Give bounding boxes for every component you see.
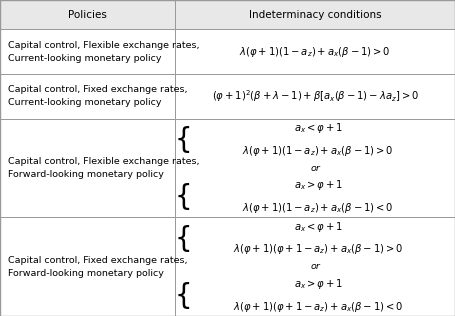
Text: $a_x>\varphi+1$: $a_x>\varphi+1$ bbox=[293, 178, 343, 192]
Text: $\lambda(\varphi+1)(1-a_z)+a_x(\beta-1)>0$: $\lambda(\varphi+1)(1-a_z)+a_x(\beta-1)>… bbox=[243, 144, 394, 158]
Text: $\lambda(\varphi+1)(1-a_z)+a_x(\beta-1)<0$: $\lambda(\varphi+1)(1-a_z)+a_x(\beta-1)<… bbox=[243, 201, 394, 215]
Bar bbox=[175, 74, 455, 119]
Text: Capital control, Flexible exchange rates,: Capital control, Flexible exchange rates… bbox=[8, 41, 199, 50]
Bar bbox=[175, 29, 455, 74]
Text: $a_x>\varphi+1$: $a_x>\varphi+1$ bbox=[293, 277, 343, 291]
Text: Policies: Policies bbox=[68, 10, 107, 20]
Text: Capital control, Fixed exchange rates,: Capital control, Fixed exchange rates, bbox=[8, 85, 187, 94]
Text: $a_x<\varphi+1$: $a_x<\varphi+1$ bbox=[293, 121, 343, 135]
Bar bbox=[0, 74, 175, 119]
Text: $\{$: $\{$ bbox=[174, 280, 190, 311]
Bar bbox=[0, 119, 175, 217]
Bar bbox=[0, 217, 175, 316]
Text: or: or bbox=[310, 262, 320, 271]
Text: Forward-looking monetary policy: Forward-looking monetary policy bbox=[8, 269, 164, 278]
Text: Forward-looking monetary policy: Forward-looking monetary policy bbox=[8, 170, 164, 179]
Text: or: or bbox=[310, 163, 320, 173]
Bar bbox=[0, 0, 175, 29]
Text: $\{$: $\{$ bbox=[174, 124, 190, 155]
Text: Indeterminacy conditions: Indeterminacy conditions bbox=[249, 10, 381, 20]
Text: Current-looking monetary policy: Current-looking monetary policy bbox=[8, 54, 162, 63]
Bar bbox=[175, 119, 455, 217]
Text: $\{$: $\{$ bbox=[174, 222, 190, 253]
Bar bbox=[175, 217, 455, 316]
Text: Current-looking monetary policy: Current-looking monetary policy bbox=[8, 98, 162, 107]
Bar bbox=[0, 29, 175, 74]
Text: $\{$: $\{$ bbox=[174, 181, 190, 212]
Text: $(\varphi+1)^2(\beta+\lambda-1)+\beta[a_x(\beta-1)-\lambda a_z]>0$: $(\varphi+1)^2(\beta+\lambda-1)+\beta[a_… bbox=[212, 88, 419, 104]
Text: Capital control, Flexible exchange rates,: Capital control, Flexible exchange rates… bbox=[8, 157, 199, 166]
Bar bbox=[175, 0, 455, 29]
Text: $a_x<\varphi+1$: $a_x<\varphi+1$ bbox=[293, 220, 343, 234]
Text: $\lambda(\varphi+1)(1-a_z)+a_x(\beta-1)>0$: $\lambda(\varphi+1)(1-a_z)+a_x(\beta-1)>… bbox=[239, 45, 391, 59]
Text: Capital control, Fixed exchange rates,: Capital control, Fixed exchange rates, bbox=[8, 256, 187, 265]
Text: $\lambda(\varphi+1)(\varphi+1-a_z)+a_x(\beta-1)>0$: $\lambda(\varphi+1)(\varphi+1-a_z)+a_x(\… bbox=[233, 242, 403, 256]
Text: $\lambda(\varphi+1)(\varphi+1-a_z)+a_x(\beta-1)<0$: $\lambda(\varphi+1)(\varphi+1-a_z)+a_x(\… bbox=[233, 300, 403, 313]
